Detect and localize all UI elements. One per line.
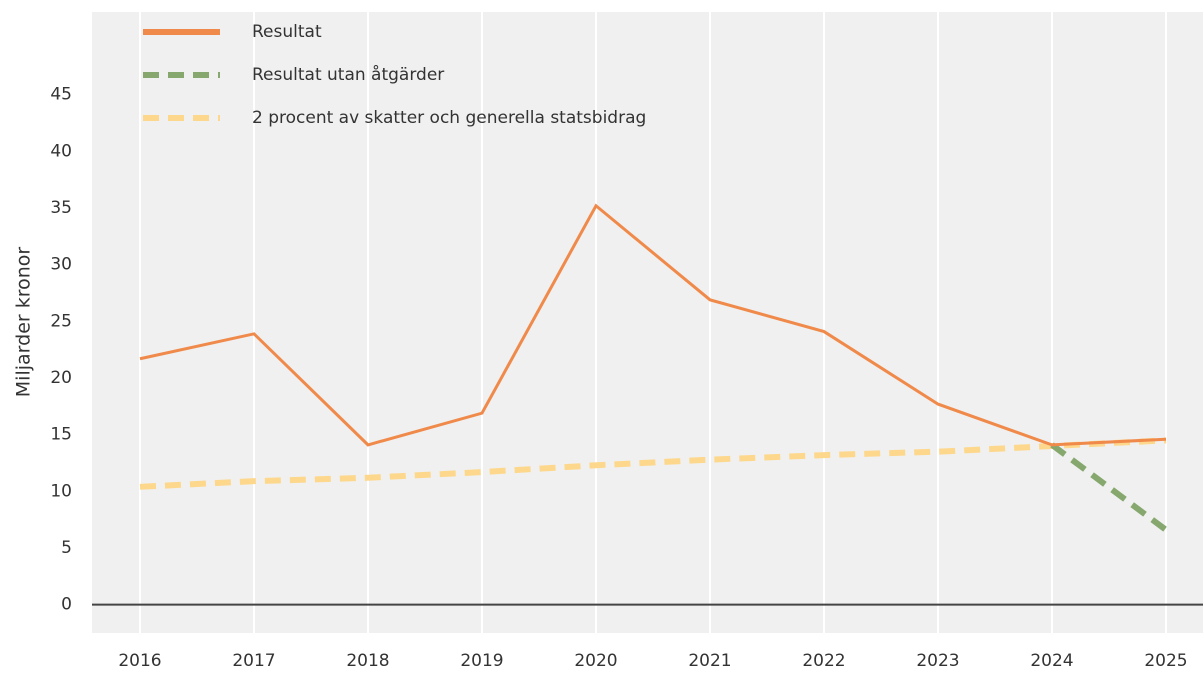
x-tick-label: 2024 <box>1030 651 1073 671</box>
legend-label: 2 procent av skatter och generella stats… <box>252 108 646 128</box>
x-tick-label: 2019 <box>460 651 503 671</box>
x-tick-label: 2022 <box>802 651 845 671</box>
legend-label: Resultat utan åtgärder <box>252 64 444 85</box>
x-tick-label: 2021 <box>688 651 731 671</box>
y-tick-label: 15 <box>50 425 72 445</box>
x-tick-label: 2025 <box>1144 651 1187 671</box>
y-tick-label: 0 <box>61 595 72 615</box>
x-tick-label: 2016 <box>118 651 161 671</box>
y-tick-label: 35 <box>50 198 72 218</box>
y-tick-label: 20 <box>50 368 72 388</box>
y-tick-label: 40 <box>50 141 72 161</box>
y-tick-label: 25 <box>50 311 72 331</box>
line-series <box>139 437 1167 490</box>
x-tick-label: 2020 <box>574 651 617 671</box>
line-series <box>139 203 1167 447</box>
y-tick-label: 45 <box>50 85 72 105</box>
x-tick-label: 2017 <box>232 651 275 671</box>
y-axis-label: Miljarder kronor <box>13 247 35 398</box>
legend-label: Resultat <box>252 22 322 42</box>
x-tick-label: 2018 <box>346 651 389 671</box>
plot-area <box>92 12 1203 633</box>
x-tick-label: 2023 <box>916 651 959 671</box>
y-tick-label: 10 <box>50 481 72 501</box>
y-tick-label: 5 <box>61 538 72 558</box>
y-tick-label: 30 <box>50 255 72 275</box>
